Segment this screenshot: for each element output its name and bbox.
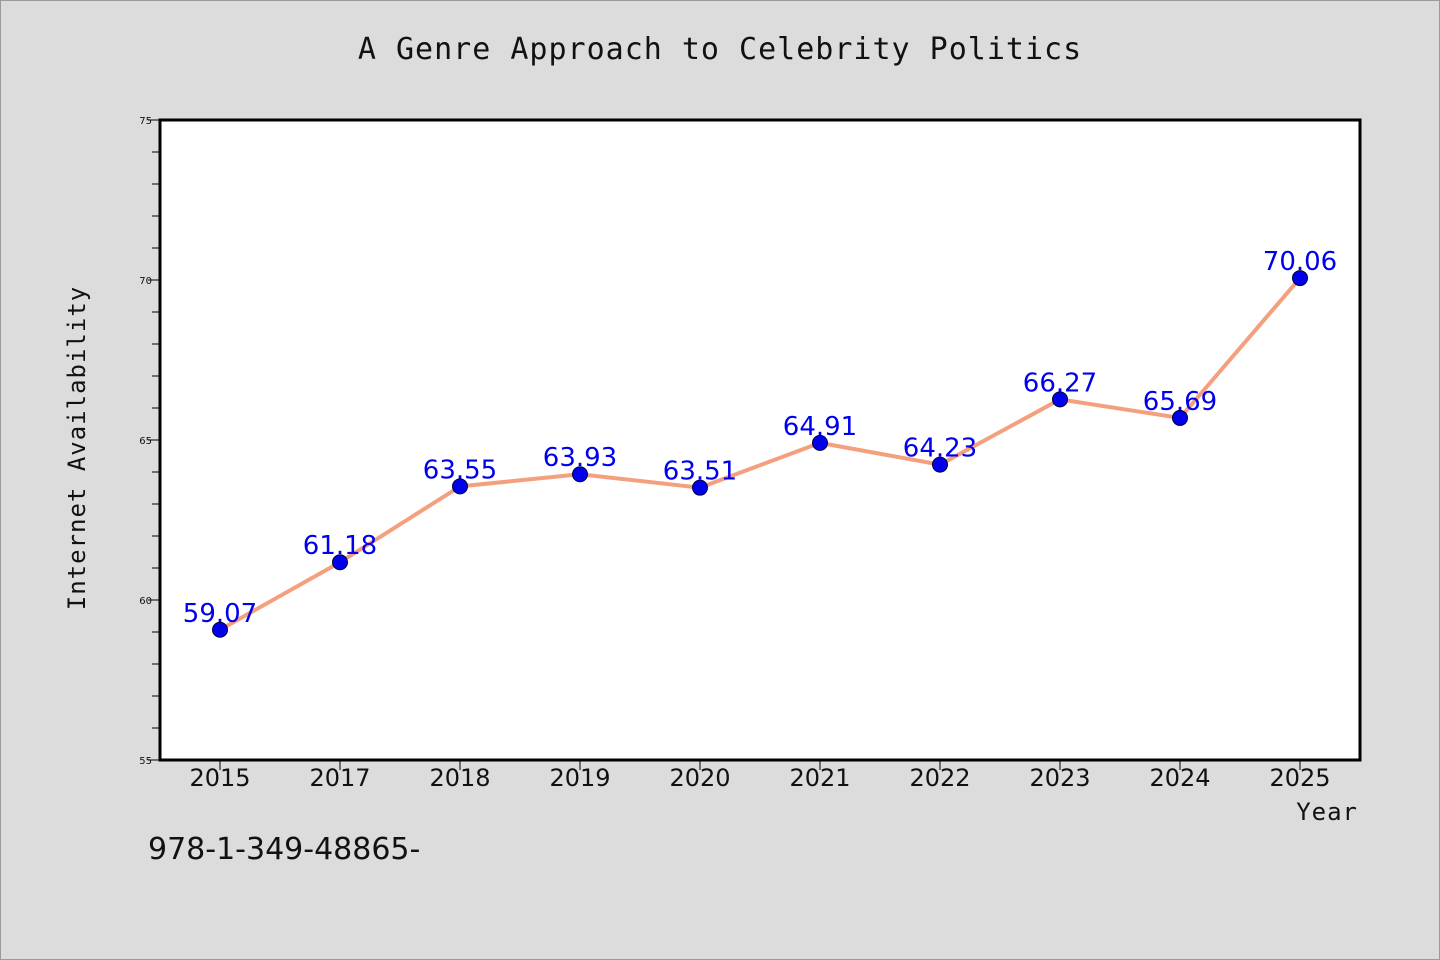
data-point bbox=[812, 434, 828, 451]
chart-title: A Genre Approach to Celebrity Politics bbox=[357, 32, 1083, 67]
plot-area bbox=[158, 118, 1362, 762]
x-tick-label: 2015 bbox=[189, 764, 250, 792]
data-label: 63.51 bbox=[663, 457, 737, 487]
y-axis-label: Internet Availability bbox=[63, 286, 91, 610]
x-tick-label: 2023 bbox=[1029, 764, 1090, 792]
data-label: 65.69 bbox=[1143, 387, 1217, 417]
x-tick-label: 2020 bbox=[669, 764, 730, 792]
x-tick-label: 2021 bbox=[789, 764, 850, 792]
data-point bbox=[1172, 409, 1188, 426]
data-label: 64.23 bbox=[903, 434, 977, 464]
y-tick-label: 70 bbox=[139, 276, 152, 287]
data-label: 59.07 bbox=[183, 599, 257, 629]
data-point bbox=[1052, 391, 1068, 408]
x-axis: 2015 2017 2018 2019 2020 2021 2022 2023 2024 2025 bbox=[189, 760, 1331, 792]
data-point bbox=[212, 621, 228, 638]
footer-text: 978-1-349-48865- bbox=[148, 832, 421, 867]
x-axis-label: Year bbox=[1296, 798, 1358, 826]
data-point bbox=[1292, 270, 1308, 287]
y-tick-label: 60 bbox=[139, 596, 152, 607]
x-tick-label: 2025 bbox=[1269, 764, 1330, 792]
y-tick-label: 75 bbox=[139, 116, 152, 127]
data-label: 63.55 bbox=[423, 455, 497, 485]
data-point bbox=[332, 554, 348, 571]
data-label: 64.91 bbox=[783, 412, 857, 442]
x-tick-label: 2018 bbox=[429, 764, 490, 792]
y-tick-label: 65 bbox=[139, 436, 152, 447]
data-label: 63.93 bbox=[543, 443, 617, 473]
x-tick-label: 2019 bbox=[549, 764, 610, 792]
x-tick-label: 2022 bbox=[909, 764, 970, 792]
y-tick-label: 55 bbox=[139, 756, 152, 767]
data-point bbox=[692, 479, 708, 496]
y-axis: 55 60 65 70 75 bbox=[139, 116, 160, 767]
x-tick-label: 2017 bbox=[309, 764, 370, 792]
data-label: 66.27 bbox=[1023, 368, 1097, 398]
series-line bbox=[219, 276, 1302, 632]
data-point bbox=[452, 478, 468, 495]
data-label: 70.06 bbox=[1263, 247, 1337, 277]
series-layer: 59.07 61.18 63.55 63.93 63.51 64.91 64.23 66.27… bbox=[183, 247, 1337, 638]
x-tick-label: 2024 bbox=[1149, 764, 1210, 792]
data-point bbox=[932, 456, 948, 473]
data-point bbox=[572, 466, 588, 483]
data-label: 61.18 bbox=[303, 531, 377, 561]
